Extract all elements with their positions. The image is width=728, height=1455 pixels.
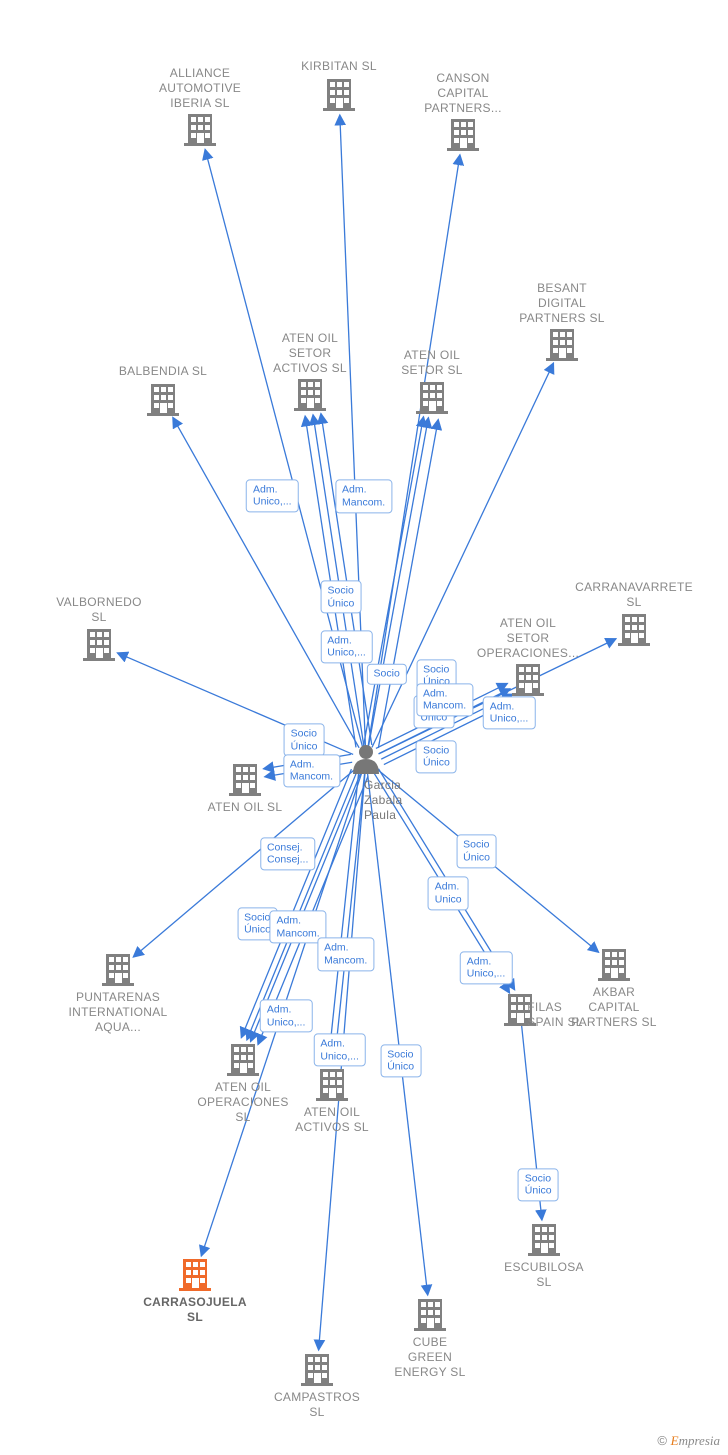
building-icon[interactable] [83,629,115,661]
building-icon[interactable] [184,114,216,146]
node-label[interactable]: ATEN OIL OPERACIONES SL [197,1080,288,1125]
node-label[interactable]: KIRBITAN SL [301,59,377,74]
building-icon[interactable] [227,1044,259,1076]
node-label[interactable]: AKBAR CAPITAL PARTNERS SL [571,985,657,1030]
node-label[interactable]: VALBORNEDO SL [56,595,141,625]
building-icon[interactable] [528,1224,560,1256]
edge-label: Adm. Mancom. [283,754,340,787]
building-icon[interactable] [301,1354,333,1386]
edge-label: Adm. Unico,... [246,479,299,512]
edge-label: Adm. Unico,... [460,951,513,984]
building-icon[interactable] [147,384,179,416]
edge-label: Socio Único [380,1044,421,1077]
node-label[interactable]: ATEN OIL SETOR SL [401,348,463,378]
building-icon[interactable] [447,119,479,151]
edge [368,774,428,1295]
node-label[interactable]: BESANT DIGITAL PARTNERS SL [519,281,605,326]
building-icon[interactable] [414,1299,446,1331]
edge-label: Adm. Mancom. [416,683,473,716]
edge-label: Consej. Consej... [260,837,315,870]
node-label[interactable]: FILAS SPAIN SL [527,1000,583,1030]
node-label[interactable]: ATEN OIL SETOR ACTIVOS SL [273,331,347,376]
node-label[interactable]: CARRASOJUELA SL [143,1295,247,1325]
node-label[interactable]: CUBE GREEN ENERGY SL [394,1335,465,1380]
node-label[interactable]: Garcia Zabala Paula [364,778,403,823]
edge-label: Adm. Unico,... [313,1033,366,1066]
edge-label: Adm. Unico [428,877,469,910]
node-label[interactable]: CARRANAVARRETE SL [575,580,693,610]
building-icon[interactable] [102,954,134,986]
node-label[interactable]: ESCUBILOSA SL [504,1260,584,1290]
building-icon[interactable] [316,1069,348,1101]
node-label[interactable]: CANSON CAPITAL PARTNERS... [424,71,502,116]
edge-label: Socio Único [321,580,362,613]
copyright-footer: © Empresia [657,1433,720,1449]
node-label[interactable]: CAMPASTROS SL [274,1390,360,1420]
node-label[interactable]: ATEN OIL ACTIVOS SL [295,1105,369,1135]
node-label[interactable]: ALLIANCE AUTOMOTIVE IBERIA SL [159,66,241,111]
building-icon[interactable] [512,664,544,696]
diagram-canvas [0,0,728,1455]
building-icon[interactable] [598,949,630,981]
brand-first-letter: E [671,1433,679,1448]
edge-label: Adm. Unico,... [483,696,536,729]
edge-label: Socio Único [416,740,457,773]
copyright-symbol: © [657,1433,667,1448]
building-icon[interactable] [546,329,578,361]
node-label[interactable]: PUNTARENAS INTERNATIONAL AQUA... [68,990,167,1035]
node-label[interactable]: ATEN OIL SL [208,800,283,815]
edge-label: Socio [367,664,407,685]
node-label[interactable]: BALBENDIA SL [119,364,207,379]
person-icon[interactable] [353,745,379,774]
edge [328,773,358,1064]
edge-label: Socio Único [456,835,497,868]
edge [321,414,372,745]
edge-label: Adm. Mancom. [317,938,374,971]
brand-rest: mpresia [679,1433,720,1448]
building-icon[interactable] [179,1259,211,1291]
building-icon[interactable] [294,379,326,411]
building-icon[interactable] [416,382,448,414]
building-icon[interactable] [323,79,355,111]
edge-label: Socio Único [518,1168,559,1201]
edge-label: Adm. Unico,... [320,630,373,663]
edge-label: Adm. Mancom. [335,480,392,513]
building-icon[interactable] [229,764,261,796]
building-icon[interactable] [618,614,650,646]
node-label[interactable]: ATEN OIL SETOR OPERACIONES... [477,616,579,661]
edge-label: Socio Único [284,724,325,757]
edge-label: Adm. Unico,... [260,1000,313,1033]
